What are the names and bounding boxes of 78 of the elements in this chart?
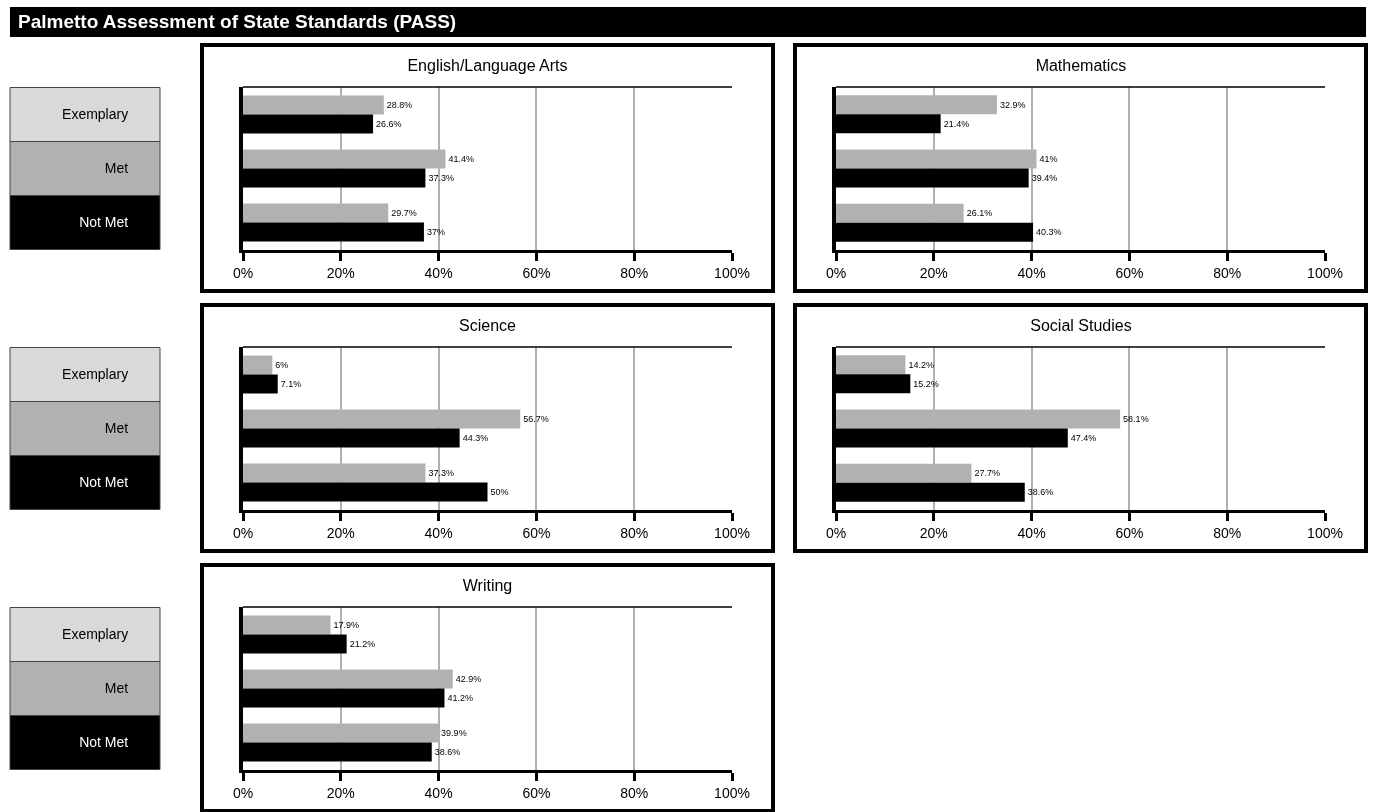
data-label: 47.4% [1070,433,1097,444]
data-label: 21.4% [943,118,970,129]
x-tick-label: 40% [1017,524,1046,541]
x-tick-label: 100% [714,264,750,281]
x-tick-label: 100% [1307,524,1343,541]
x-tick-label: 80% [620,264,649,281]
y-tick-label: Not Met [79,734,129,751]
x-tick-label: 60% [522,524,551,541]
chart-title: Science [459,316,517,334]
data-label: 37.3% [428,172,454,183]
x-tick-label: 80% [1213,264,1242,281]
data-label: 41.2% [447,692,473,703]
x-tick-label: 40% [424,784,453,801]
x-tick-label: 100% [714,784,750,801]
y-tick-label: Met [104,680,129,697]
x-tick-label: 20% [326,784,355,801]
data-label: 6% [275,360,289,371]
x-tick-label: 20% [919,264,948,281]
data-label: 17.9% [333,620,360,631]
x-tick-label: 0% [825,264,847,281]
bar [243,615,331,635]
data-label: 44.3% [462,432,489,443]
data-label: 27.7% [974,468,1000,479]
x-tick-label: 60% [1115,264,1144,281]
data-label: 40.3% [1036,227,1062,238]
x-tick-label: 0% [232,264,254,281]
y-tick-label: Not Met [79,214,129,231]
data-label: 56.7% [523,414,549,425]
x-tick-label: 100% [714,524,750,541]
x-tick-label: 20% [326,264,355,281]
data-label: 28.8% [386,100,413,111]
data-label: 32.9% [999,99,1026,110]
y-tick-label: Not Met [79,474,129,491]
data-label: 37.3% [428,468,454,479]
x-tick-label: 40% [1017,264,1046,281]
y-tick-label: Exemplary [62,106,129,123]
chart-title: Writing [462,576,513,594]
data-label: 38.6% [434,746,461,757]
data-label: 21.2% [349,638,376,649]
data-label: 42.9% [455,674,482,685]
data-label: 39.9% [441,728,467,739]
x-tick-label: 80% [1213,524,1242,541]
x-tick-label: 80% [620,524,649,541]
x-tick-label: 0% [825,524,847,541]
data-label: 26.6% [376,118,402,129]
bar [836,355,906,375]
text: Palmetto Assessment of State Standards (PASS) [10,7,1366,37]
x-tick-label: 60% [1115,524,1144,541]
y-tick-label: Met [104,160,129,177]
x-tick-label: 60% [522,784,551,801]
x-tick-label: 80% [620,784,649,801]
data-label: 7.1% [280,378,302,389]
chart-title: Social Studies [1030,316,1132,334]
data-label: 37% [426,226,445,237]
x-tick-label: 20% [919,524,948,541]
data-label: 41.4% [448,154,474,165]
data-label: 26.1% [966,208,993,219]
x-tick-label: 40% [424,524,453,541]
data-label: 38.6% [1027,487,1054,498]
x-tick-label: 100% [1307,264,1343,281]
chart-title: Mathematics [1035,56,1127,74]
bar [243,355,273,375]
data-label: 15.2% [913,378,939,389]
chart-title: English/Language Arts [407,56,568,74]
y-tick-label: Met [104,420,129,437]
x-tick-label: 60% [522,264,551,281]
x-tick-label: 0% [232,784,254,801]
x-tick-label: 40% [424,264,453,281]
x-tick-label: 0% [232,524,254,541]
data-label: 39.4% [1031,173,1058,184]
y-tick-label: Exemplary [62,366,129,383]
data-label: 58.1% [1123,413,1149,424]
data-label: 29.7% [391,208,417,219]
data-label: 14.2% [908,359,934,370]
x-tick-label: 20% [326,524,355,541]
data-label: 50% [490,486,509,497]
data-label: 41% [1039,153,1058,164]
y-tick-label: Exemplary [62,626,129,643]
